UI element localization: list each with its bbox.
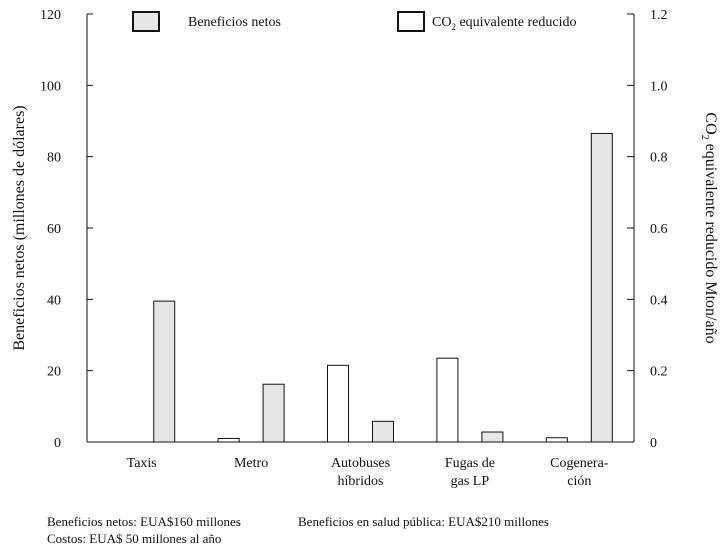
x-tick-label: Taxis [127, 456, 157, 471]
y-tick-label-left: 120 [40, 8, 61, 23]
y-tick-label-right: 1.2 [650, 8, 668, 23]
x-tick-label: ción [567, 474, 591, 489]
chart-legend: Beneficios netos CO2 equivalente reducido [132, 11, 576, 32]
legend-label: CO2 equivalente reducido [432, 15, 576, 32]
chart-bars [153, 132, 613, 443]
bar-co2 [545, 437, 568, 443]
axis-titles: Beneficios netos (millones de dólares) CO… [11, 105, 719, 350]
bar-co2 [327, 364, 349, 443]
y-tick-label-right: 0.2 [650, 365, 668, 380]
note-costs: Costos: EUA$ 50 millones al año [47, 531, 222, 546]
bar-net-benefit [153, 300, 176, 443]
y-tick-label-left: 20 [47, 365, 61, 380]
y-tick-label-right: 1.0 [650, 79, 668, 94]
y-tick-label-left: 60 [47, 222, 61, 237]
y-tick-label-right: 0 [650, 436, 657, 451]
note-health-benefits: Beneficios en salud pública: EUA$210 mil… [298, 514, 549, 529]
legend-swatch [132, 11, 160, 32]
y-tick-label-right: 0.6 [650, 222, 668, 237]
bar-net-benefit [590, 132, 613, 443]
x-tick-label: Fugas de [445, 456, 495, 471]
bar-net-benefit [481, 431, 504, 443]
note-net-benefits: Beneficios netos: EUA$160 millones [47, 514, 241, 529]
chart-axes: 0 20 40 60 80 100 120 0 0.2 0.4 0.6 0.8 1.0 1.2 [40, 8, 668, 451]
y-tick-label-right: 0.4 [650, 293, 668, 308]
bar-co2 [217, 437, 240, 443]
legend-swatch [397, 11, 425, 32]
legend-label: Beneficios netos [188, 15, 281, 30]
y-axis-title-right: CO2 equivalente reducido Mton/año [699, 112, 719, 343]
x-tick-label: híbridos [338, 474, 384, 489]
y-tick-label-right: 0.8 [650, 151, 668, 166]
bar-net-benefit [372, 420, 394, 443]
x-tick-label: Cogenera- [550, 456, 609, 471]
bar-co2 [436, 357, 459, 443]
y-axis-title-left: Beneficios netos (millones de dólares) [11, 105, 28, 350]
x-tick-labels: Taxis Metro Autobuses híbridos Fugas de gas L… [127, 456, 609, 489]
x-tick-label: gas LP [451, 474, 490, 489]
x-tick-label: Autobuses [331, 456, 390, 471]
y-tick-label-left: 100 [40, 79, 61, 94]
x-tick-label: Metro [234, 456, 268, 471]
bar-net-benefit [262, 383, 285, 443]
y-tick-label-left: 40 [47, 293, 61, 308]
y-tick-label-left: 0 [54, 436, 61, 451]
y-tick-label-left: 80 [47, 151, 61, 166]
